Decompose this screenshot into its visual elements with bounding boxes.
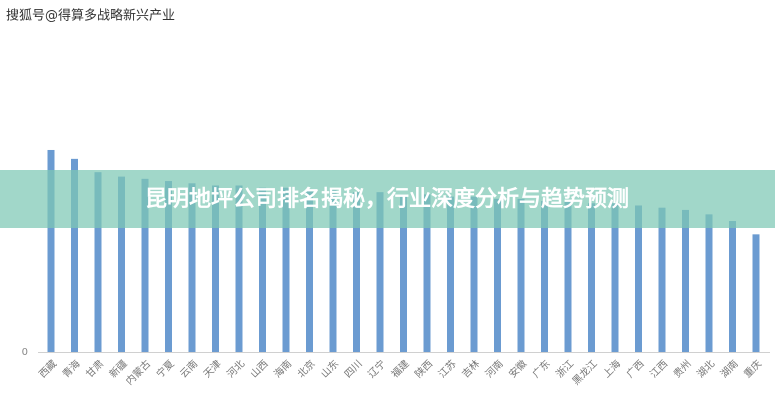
bar (306, 189, 313, 352)
banner-title: 昆明地坪公司排名揭秘，行业深度分析与趋势预测 (145, 186, 629, 212)
bar (188, 183, 196, 352)
bar (282, 187, 290, 352)
watermark: 搜狐号@得算多战略新兴产业 (6, 8, 175, 24)
bar (212, 185, 219, 352)
bar (470, 196, 478, 352)
bar (71, 158, 78, 352)
bar (611, 203, 619, 352)
bar (353, 192, 360, 352)
bar (118, 176, 125, 352)
bar (588, 203, 595, 352)
bar (564, 201, 572, 352)
bar (447, 196, 454, 352)
bar (705, 214, 713, 352)
bar (94, 172, 102, 352)
banner-band (0, 170, 775, 228)
bar (541, 201, 548, 352)
bar (165, 181, 172, 352)
bar (400, 194, 407, 352)
bar (752, 234, 760, 352)
bar (423, 194, 431, 352)
bar (329, 189, 337, 352)
bar (517, 198, 525, 352)
bar (494, 198, 501, 352)
bar (235, 185, 243, 352)
bar (47, 149, 55, 352)
bar (658, 207, 666, 352)
bar (376, 192, 384, 352)
bar (141, 178, 149, 352)
bar (682, 209, 689, 352)
y-tick-label: 0 (22, 347, 28, 358)
bar (635, 205, 642, 352)
bar (259, 187, 266, 352)
bar (729, 221, 736, 352)
